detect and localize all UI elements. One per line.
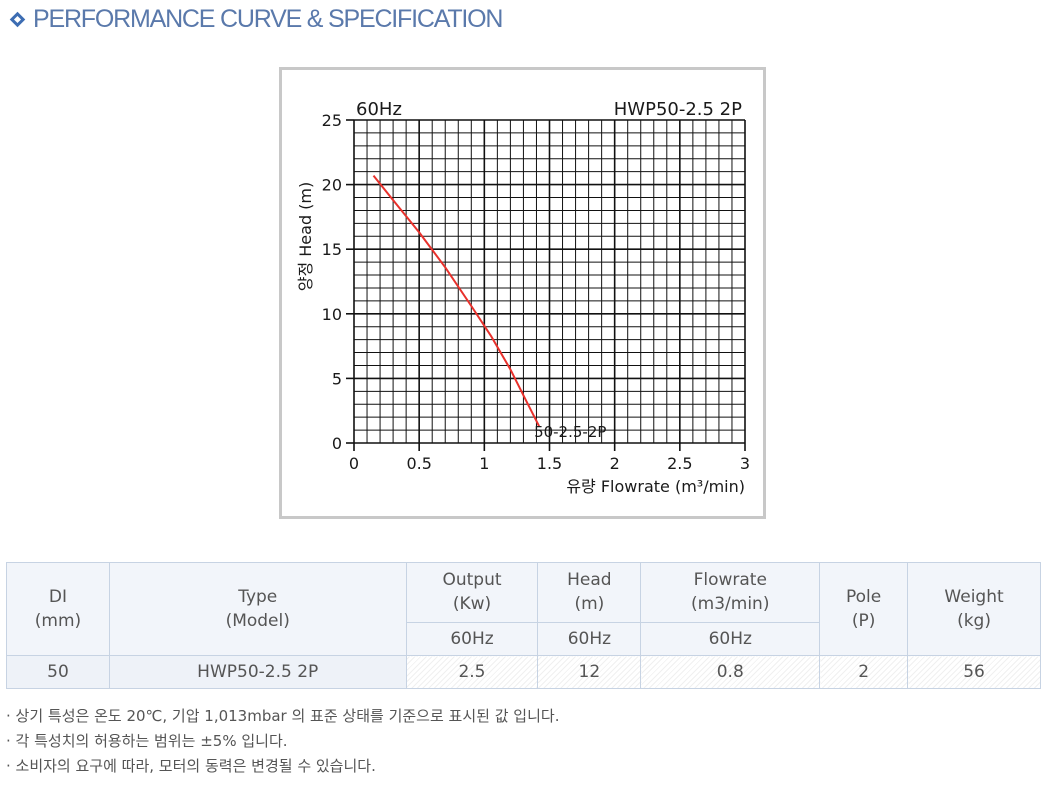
cell-output: 2.5 [405,655,539,689]
th-weight: Weight (kg) [907,562,1041,656]
y-tick-label: 20 [322,176,342,195]
th-pole-label: Pole [846,587,882,607]
performance-chart: 0 5 10 15 20 25 0 0.5 1 1.5 2 2.5 3 60Hz HWP50-2.5 2P 유… [279,67,766,519]
th-pole: Pole (P) [819,562,909,656]
diamond-bullet-icon [9,11,26,27]
th-di-unit: (mm) [34,611,82,631]
th-type: Type (Model) [108,562,407,656]
note-item: · 각 특성치의 허용하는 범위는 ±5% 입니다. [6,732,288,750]
th-flowrate-freq: 60Hz [640,621,821,657]
th-flowrate-unit: (m3/min) [691,594,770,615]
chart-svg: 0 5 10 15 20 25 0 0.5 1 1.5 2 2.5 3 60Hz HWP50-2.5 2P 유… [296,99,750,496]
table-header-row: DI (mm) Type (Model) Output (Kw) Head (m… [6,562,1041,656]
y-tick-label: 0 [332,434,342,453]
th-type-unit: (Model) [225,611,290,631]
y-tick-label: 10 [322,305,342,324]
notes-list: · 상기 특성은 온도 20℃, 기압 1,013mbar 의 표준 상태를 기… [6,704,559,779]
th-flowrate: Flowrate (m3/min) [640,562,821,623]
section-title: PERFORMANCE CURVE & SPECIFICATION [8,4,503,34]
cell-flowrate: 0.8 [640,655,821,689]
th-head-unit: (m) [574,594,605,615]
th-head: Head (m) [537,562,642,623]
th-pole-unit: (P) [851,611,876,631]
x-tick-label: 3 [740,454,750,473]
th-output: Output (Kw) [405,562,539,623]
th-di-label: DI [48,587,67,607]
th-type-label: Type [238,587,278,607]
table-freq-row: 60Hz 60Hz 60Hz [7,621,1041,657]
th-head-freq: 60Hz [537,621,642,657]
note-item: · 소비자의 요구에 따라, 모터의 동력은 변경될 수 있습니다. [6,757,376,775]
x-tick-label: 2.5 [667,454,692,473]
x-axis-label: 유량 Flowrate (m³/min) [566,477,745,496]
x-tick-label: 1.5 [537,454,562,473]
section-title-text: PERFORMANCE CURVE & SPECIFICATION [33,4,503,33]
th-output-label: Output [442,570,502,591]
table-row: 50 HWP50-2.5 2P 2.5 12 0.8 2 56 [6,655,1041,689]
spec-table: DI (mm) Type (Model) Output (Kw) Head (m… [6,562,1041,689]
cell-pole: 2 [819,655,909,689]
th-head-label: Head [567,570,612,591]
cell-head: 12 [537,655,642,689]
y-tick-label: 25 [322,111,342,130]
th-output-freq: 60Hz [405,621,539,657]
y-tick-label: 15 [322,240,342,259]
x-tick-label: 2 [610,454,620,473]
cell-weight: 56 [907,655,1041,689]
note-item: · 상기 특성은 온도 20℃, 기압 1,013mbar 의 표준 상태를 기… [6,707,560,725]
th-weight-label: Weight [944,587,1004,607]
x-tick-label: 0.5 [406,454,431,473]
x-tick-label: 0 [349,454,359,473]
x-tick-label: 1 [479,454,489,473]
th-weight-unit: (kg) [957,611,991,631]
y-tick-label: 5 [332,369,342,388]
th-output-unit: (Kw) [452,594,492,615]
cell-type: HWP50-2.5 2P [108,655,407,689]
th-flowrate-label: Flowrate [693,570,767,591]
series-line [372,174,540,427]
series-label: 50-2.5-2P [534,423,606,441]
frequency-label: 60Hz [356,99,402,120]
cell-di: 50 [6,655,110,689]
y-axis-label: 양정 Head (m) [296,182,315,292]
model-label: HWP50-2.5 2P [614,99,742,120]
th-di: DI (mm) [6,562,110,656]
